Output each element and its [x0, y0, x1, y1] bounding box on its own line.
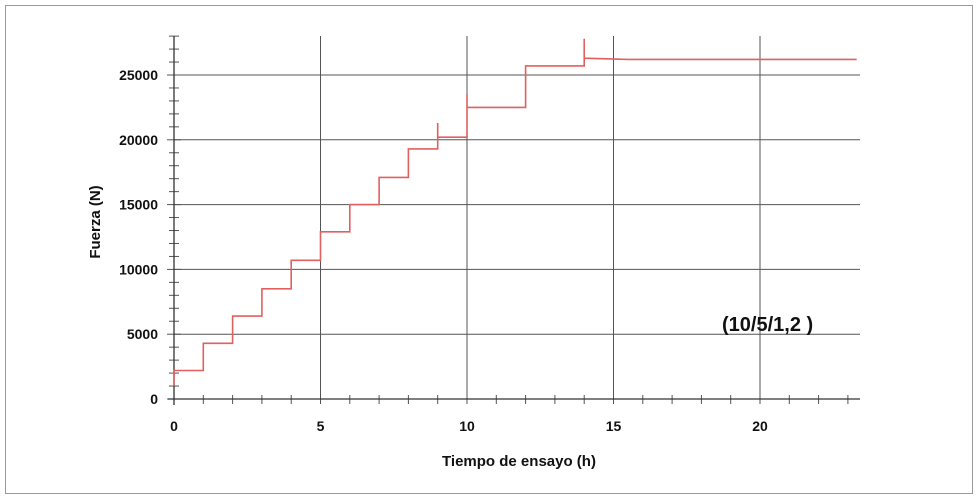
x-tick-labels: 0 5 10 15 20 [170, 418, 768, 434]
x-axis-title: Tiempo de ensayo (h) [442, 453, 596, 470]
y-tick-labels: 0 5000 10000 15000 20000 25000 [119, 67, 158, 407]
x-tick-label: 0 [170, 418, 178, 434]
force-series-line [173, 38, 857, 386]
y-tick-label: 0 [150, 391, 158, 407]
y-tick-label: 20000 [119, 132, 158, 148]
chart-frame [5, 5, 973, 494]
tick-marks [167, 35, 849, 404]
y-tick-label: 10000 [119, 261, 158, 277]
y-tick-label: 25000 [119, 67, 158, 83]
test-annotation: (10/5/1,2 ) [722, 314, 813, 336]
axes [168, 36, 860, 405]
x-tick-label: 20 [752, 418, 768, 434]
y-tick-label: 15000 [119, 197, 158, 213]
x-tick-label: 10 [459, 418, 475, 434]
x-tick-label: 5 [317, 418, 325, 434]
x-tick-label: 15 [606, 418, 622, 434]
y-axis-title: Fuerza (N) [87, 185, 104, 258]
grid [174, 36, 860, 399]
y-tick-label: 5000 [127, 326, 158, 342]
